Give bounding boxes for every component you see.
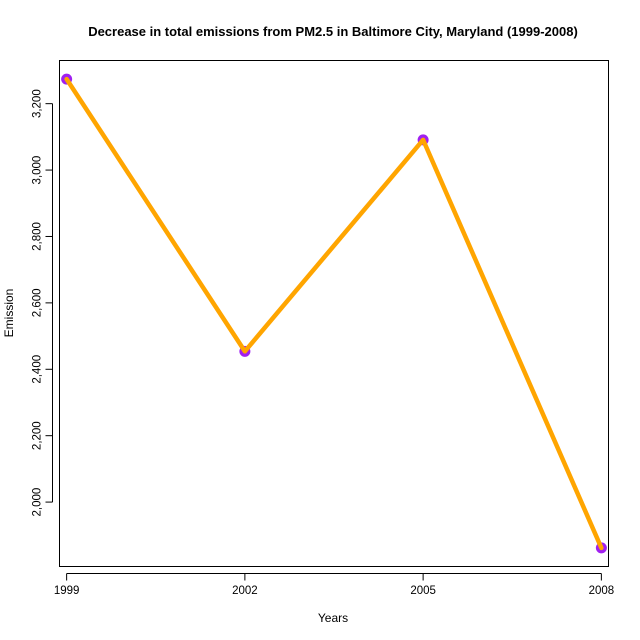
x-tick-label: 1999: [54, 585, 80, 597]
x-axis-label: Years: [318, 611, 348, 625]
y-tick-label: 3,000: [32, 156, 44, 185]
chart-title: Decrease in total emissions from PM2.5 i…: [88, 24, 578, 39]
y-axis: 2,000 2,200 2,400 2,600 2,800 3,000 3,200: [32, 89, 53, 516]
y-tick-label: 2,000: [32, 488, 44, 517]
plot-frame: [59, 60, 609, 567]
series-layer: [61, 73, 607, 554]
x-tick-label: 2008: [589, 585, 615, 597]
y-tick-label: 2,800: [32, 222, 44, 251]
x-tick-label: 2002: [232, 585, 258, 597]
y-tick-label: 2,200: [32, 421, 44, 450]
series-line: [64, 76, 604, 551]
y-tick-label: 2,400: [32, 355, 44, 384]
y-tick-label: 2,600: [32, 288, 44, 317]
y-axis-label: Emission: [2, 289, 16, 338]
x-axis: 1999 2002 2005 2008: [54, 573, 615, 597]
x-tick-label: 2005: [410, 585, 436, 597]
y-tick-label: 3,200: [32, 89, 44, 118]
